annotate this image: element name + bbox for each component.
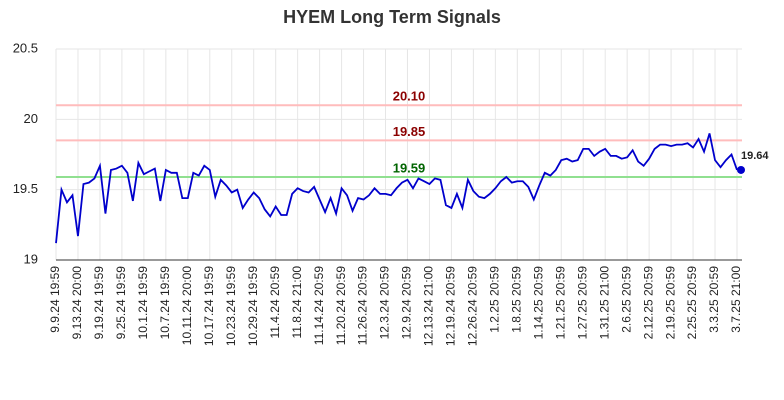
x-tick-label: 2.25.25 20:59 (685, 266, 699, 340)
x-tick-label: 9.19.24 19:59 (92, 266, 106, 340)
y-tick-label: 19.5 (13, 181, 38, 196)
x-tick-label: 12.13.24 21:00 (422, 266, 436, 346)
x-tick-label: 11.4.24 20:59 (268, 266, 282, 339)
x-tick-label: 11.14.24 20:59 (312, 266, 326, 346)
x-tick-label: 9.9.24 19:59 (48, 266, 62, 333)
reference-label: 20.10 (393, 89, 426, 104)
price-line (55, 133, 738, 244)
x-tick-label: 2.19.25 20:59 (663, 266, 677, 340)
x-tick-label: 12.3.24 20:59 (378, 266, 392, 340)
x-tick-label: 10.23.24 19:59 (224, 266, 238, 346)
last-value-label: 19.64 (741, 150, 769, 162)
x-tick-label: 11.8.24 21:00 (290, 266, 304, 339)
chart-title: HYEM Long Term Signals (283, 7, 501, 27)
reference-label: 19.59 (393, 160, 426, 175)
x-tick-label: 2.12.25 20:59 (641, 266, 655, 340)
x-tick-label: 3.3.25 20:59 (707, 266, 721, 333)
x-tick-label: 10.29.24 19:59 (246, 266, 260, 346)
reference-label: 19.85 (393, 124, 426, 139)
y-tick-label: 20.5 (13, 40, 38, 55)
y-tick-label: 20 (24, 111, 38, 126)
x-tick-label: 1.14.25 20:59 (531, 266, 545, 340)
x-tick-label: 10.1.24 19:59 (136, 266, 150, 340)
x-tick-label: 11.20.24 20:59 (334, 266, 348, 346)
x-tick-label: 12.19.24 20:59 (444, 266, 458, 346)
x-tick-label: 10.7.24 19:59 (158, 266, 172, 340)
x-tick-label: 11.26.24 20:59 (356, 266, 370, 346)
x-tick-label: 10.17.24 19:59 (202, 266, 216, 346)
x-tick-label: 1.27.25 20:59 (575, 266, 589, 340)
x-tick-label: 2.6.25 20:59 (619, 266, 633, 333)
x-tick-label: 10.11.24 20:00 (180, 266, 194, 346)
x-tick-label: 12.9.24 20:59 (400, 266, 414, 340)
x-tick-label: 1.2.25 20:59 (488, 266, 502, 333)
last-point (737, 165, 745, 174)
x-tick-label: 9.13.24 20:00 (70, 266, 84, 340)
x-tick-label: 1.31.25 21:00 (597, 266, 611, 340)
x-tick-label: 12.26.24 20:59 (466, 266, 480, 346)
x-tick-label: 3.7.25 21:00 (729, 266, 743, 333)
y-tick-label: 19 (24, 251, 38, 266)
x-tick-label: 1.21.25 20:59 (553, 266, 567, 340)
x-tick-label: 9.25.24 19:59 (114, 266, 128, 340)
x-tick-label: 1.8.25 20:59 (509, 266, 523, 333)
